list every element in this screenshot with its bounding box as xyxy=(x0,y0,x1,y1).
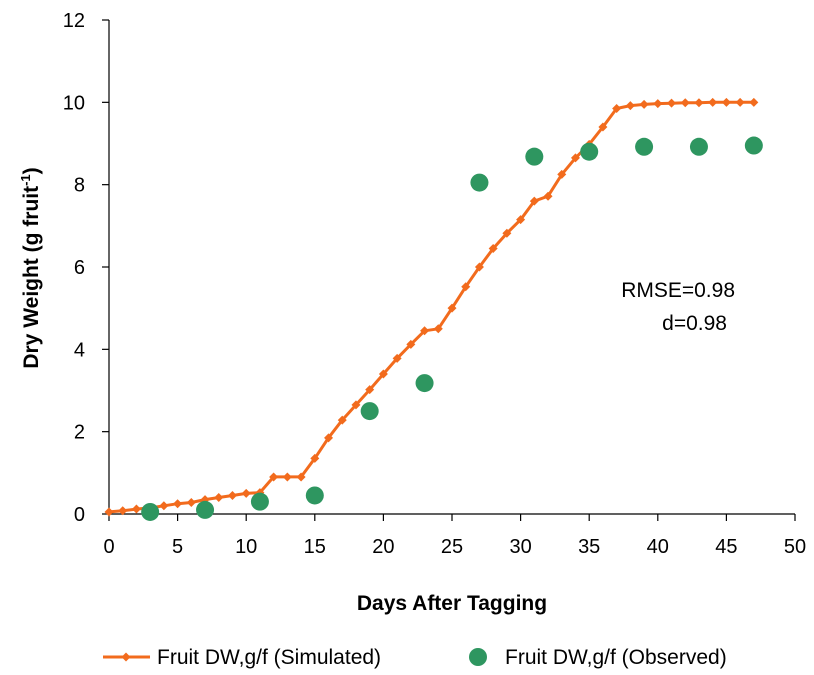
observed-point xyxy=(141,502,160,521)
simulated-point xyxy=(351,400,361,410)
simulated-point xyxy=(721,97,731,107)
simulated-point xyxy=(227,490,237,500)
simulated-point xyxy=(639,99,649,109)
observed-point xyxy=(305,486,324,505)
legend-observed-marker xyxy=(469,648,487,666)
simulated-point xyxy=(296,472,306,482)
legend-simulated-marker xyxy=(121,652,131,662)
legend-simulated-label: Fruit DW,g/f (Simulated) xyxy=(157,646,381,669)
simulated-point xyxy=(186,497,196,507)
observed-point xyxy=(196,500,215,519)
simulated-point xyxy=(104,507,114,517)
simulated-point xyxy=(282,472,292,482)
simulated-point xyxy=(214,493,224,503)
simulated-point xyxy=(447,303,457,313)
simulated-point xyxy=(516,215,526,225)
observed-point xyxy=(360,402,379,421)
x-tick-label: 0 xyxy=(103,536,114,558)
simulated-point xyxy=(598,122,608,132)
simulated-point xyxy=(324,433,334,443)
y-tick-label: 2 xyxy=(74,422,85,444)
simulated-point xyxy=(749,97,759,107)
y-tick-label: 4 xyxy=(74,339,85,361)
x-tick-label: 45 xyxy=(715,536,737,558)
legend-observed-label: Fruit DW,g/f (Observed) xyxy=(505,646,727,669)
x-tick-label: 40 xyxy=(647,536,669,558)
x-tick-label: 5 xyxy=(172,536,183,558)
y-tick-label: 6 xyxy=(74,257,85,279)
ticks: 0 5 10 15 20 25 30 35 40 45 50 0 2 4 6 8 10 12 xyxy=(63,10,806,558)
y-tick-label: 8 xyxy=(74,175,85,197)
y-tick-label: 12 xyxy=(63,10,85,32)
simulated-point xyxy=(420,326,430,336)
simulated-point xyxy=(543,191,553,201)
simulated-point xyxy=(735,97,745,107)
simulated-point xyxy=(269,472,279,482)
observed-point xyxy=(635,137,654,156)
annotation-rmse: RMSE=0.98 xyxy=(621,279,735,302)
observed-point xyxy=(580,142,599,161)
simulated-point xyxy=(433,324,443,334)
simulated-point xyxy=(557,169,567,179)
simulated-point xyxy=(529,196,539,206)
y-axis-title-sup: -1 xyxy=(18,174,33,186)
simulated-point xyxy=(131,504,141,514)
simulated-point xyxy=(653,99,663,109)
simulated-point xyxy=(667,98,677,108)
observed-point xyxy=(470,173,489,192)
y-axis-title-main: Dry Weight (g fruit xyxy=(20,186,43,369)
series-simulated xyxy=(104,97,759,517)
legend: Fruit DW,g/f (Simulated) Fruit DW,g/f (O… xyxy=(103,646,727,669)
y-axis-title-close: ) xyxy=(20,167,43,174)
x-tick-label: 25 xyxy=(441,536,463,558)
simulated-point xyxy=(680,98,690,108)
observed-point xyxy=(415,374,434,393)
simulated-point xyxy=(118,506,128,516)
simulated-point xyxy=(392,353,402,363)
simulated-point xyxy=(694,98,704,108)
series-observed xyxy=(141,136,763,521)
axes xyxy=(108,20,795,515)
observed-point xyxy=(525,147,544,166)
simulated-point xyxy=(378,369,388,379)
x-tick-label: 20 xyxy=(372,536,394,558)
simulated-point xyxy=(474,262,484,272)
x-tick-label: 15 xyxy=(304,536,326,558)
x-tick-label: 50 xyxy=(784,536,806,558)
annotation-d: d=0.98 xyxy=(662,312,727,335)
simulated-point xyxy=(310,453,320,463)
y-axis-title: Dry Weight (g fruit-1) xyxy=(18,167,43,368)
simulated-point xyxy=(625,101,635,111)
observed-point xyxy=(744,136,763,155)
simulated-point xyxy=(337,415,347,425)
simulated-series-line xyxy=(108,100,754,514)
simulated-point xyxy=(461,282,471,292)
simulated-point xyxy=(708,97,718,107)
simulated-point xyxy=(365,385,375,395)
x-axis-title: Days After Tagging xyxy=(357,592,547,615)
simulated-point xyxy=(502,228,512,238)
y-tick-label: 10 xyxy=(63,92,85,114)
simulated-point xyxy=(406,339,416,349)
x-tick-label: 35 xyxy=(578,536,600,558)
simulated-point xyxy=(159,501,169,511)
simulated-point xyxy=(612,104,622,114)
simulated-point xyxy=(173,499,183,509)
x-tick-label: 10 xyxy=(235,536,257,558)
observed-point xyxy=(250,492,269,511)
simulated-point xyxy=(488,243,498,253)
simulated-point xyxy=(241,488,251,498)
simulated-point xyxy=(570,153,580,163)
observed-point xyxy=(689,137,708,156)
x-tick-label: 30 xyxy=(509,536,531,558)
y-tick-label: 0 xyxy=(74,504,85,526)
